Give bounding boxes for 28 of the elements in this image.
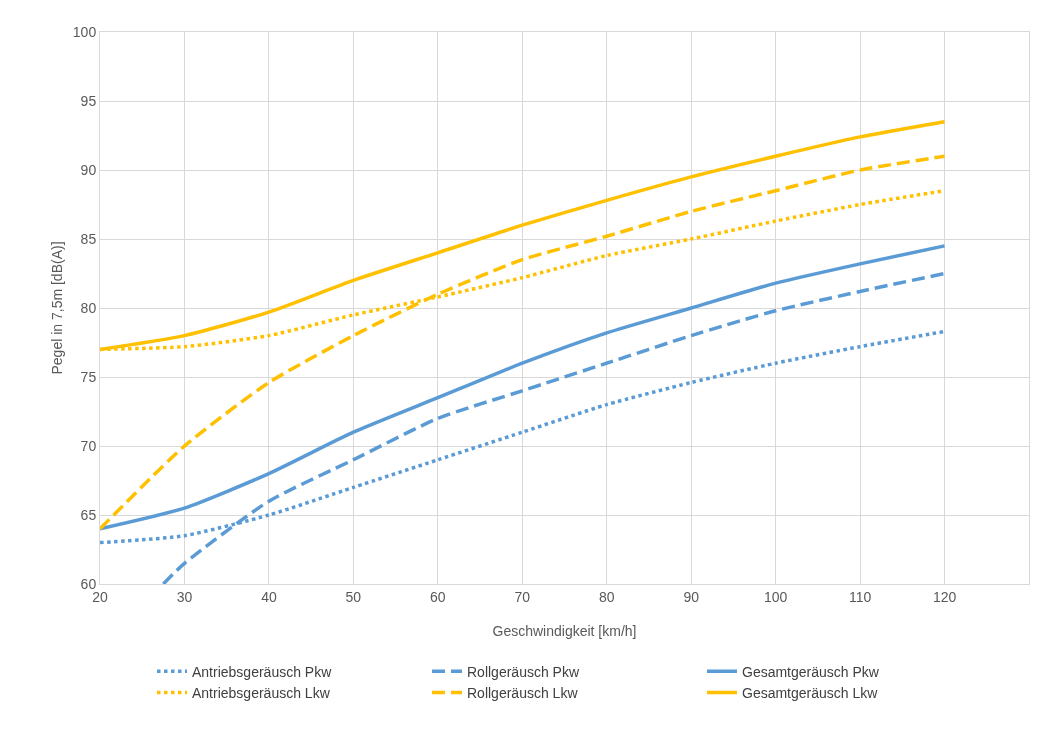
y-tick-label: 75	[80, 368, 97, 385]
x-tick-label: 60	[430, 588, 446, 605]
legend-label: Antriebsgeräusch Lkw	[192, 685, 331, 702]
y-tick-label: 80	[80, 299, 97, 316]
x-tick-label: 30	[176, 588, 193, 605]
y-tick-label: 65	[80, 506, 97, 523]
x-tick-label: 50	[345, 588, 362, 605]
x-tick-label: 100	[763, 588, 788, 605]
y-tick-label: 90	[80, 161, 97, 178]
legend-label: Antriebsgeräusch Pkw	[192, 663, 333, 680]
x-tick-label: 90	[683, 588, 700, 605]
x-tick-label: 80	[598, 588, 615, 605]
x-tick-label: 40	[261, 588, 277, 605]
x-tick-label: 70	[514, 588, 531, 605]
y-tick-label: 70	[80, 437, 97, 454]
x-tick-label: 110	[848, 588, 872, 605]
line-series	[100, 154, 947, 531]
y-axis-title: Pegel in 7,5m [dB(A)]	[49, 241, 65, 375]
line-series	[100, 244, 947, 531]
legend-label: Rollgeräusch Pkw	[467, 663, 580, 680]
legend-label: Gesamtgeräusch Pkw	[742, 663, 880, 680]
x-axis-title: Geschwindigkeit [km/h]	[492, 623, 637, 639]
y-tick-label: 85	[80, 230, 97, 247]
legend-label: Rollgeräusch Lkw	[467, 685, 579, 702]
legend-label: Gesamtgeräusch Lkw	[742, 685, 879, 702]
y-tick-label: 95	[80, 92, 97, 109]
x-tick-label: 120	[932, 588, 957, 605]
y-tick-label: 100	[72, 23, 97, 40]
